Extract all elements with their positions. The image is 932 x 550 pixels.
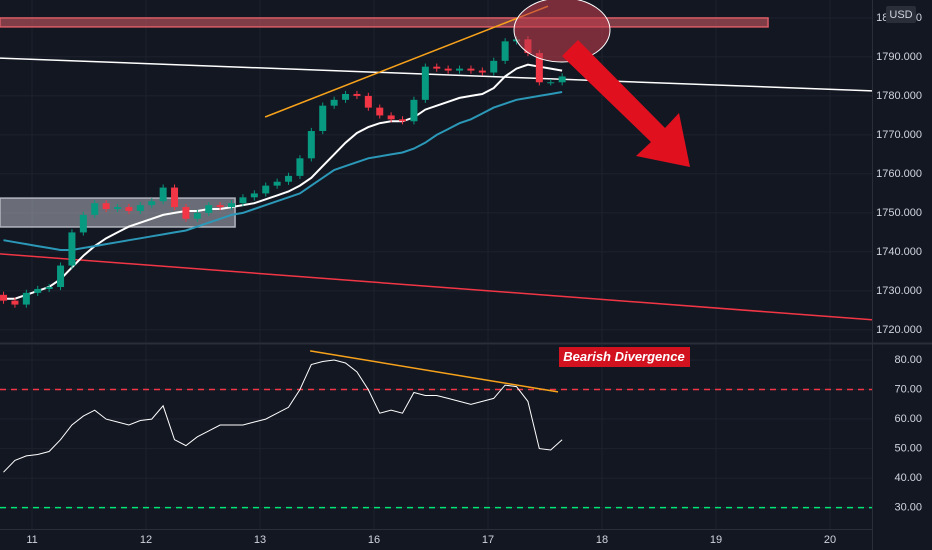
zone — [0, 197, 236, 228]
trend-line — [0, 253, 873, 321]
candle-body — [239, 197, 247, 204]
candle-body — [558, 76, 566, 83]
candle-body — [296, 158, 304, 176]
y-tick-label: 1790.000 — [876, 51, 922, 63]
candle-body — [34, 288, 42, 293]
candle-body — [387, 115, 395, 120]
candle-body — [68, 232, 76, 266]
candle-body — [456, 68, 464, 71]
x-tick-label: 19 — [710, 534, 722, 546]
y-tick-label: 1750.000 — [876, 207, 922, 219]
y-tick-label: 1740.000 — [876, 246, 922, 258]
x-tick-label: 16 — [368, 534, 380, 546]
candle-body — [307, 131, 315, 159]
candle-body — [433, 66, 441, 69]
x-tick-label: 18 — [596, 534, 608, 546]
y-tick-label: 70.00 — [894, 383, 922, 395]
trend-line — [309, 350, 559, 393]
y-tick-label: 1720.000 — [876, 324, 922, 336]
candle-body — [501, 41, 509, 61]
candle-body — [205, 205, 213, 213]
candle-body — [45, 287, 53, 289]
candle-body — [250, 193, 258, 198]
candle-body — [91, 203, 99, 215]
candle-body — [273, 181, 281, 186]
candle-body — [467, 68, 475, 71]
panes — [0, 0, 873, 529]
zone — [0, 17, 769, 28]
candle-body — [319, 105, 327, 132]
candle-body — [11, 300, 19, 305]
candle-body — [478, 70, 486, 73]
candle-body — [136, 205, 144, 211]
candle-body — [547, 82, 555, 84]
x-tick-label: 12 — [140, 534, 152, 546]
candle-body — [490, 60, 498, 73]
y-tick-label: 30.00 — [894, 501, 922, 513]
candle-body — [148, 201, 156, 206]
y-tick-label: 1730.000 — [876, 285, 922, 297]
trend-line — [0, 57, 873, 92]
currency-label: USD — [889, 9, 912, 21]
candle-body — [125, 207, 133, 211]
trend-line — [264, 5, 549, 118]
y-tick-label: 80.00 — [894, 354, 922, 366]
candle-body — [330, 99, 338, 106]
annotation-box — [559, 347, 690, 367]
x-tick-label: 20 — [824, 534, 836, 546]
rsi-line — [3, 359, 563, 473]
candle-body — [444, 68, 452, 71]
candle-body — [102, 203, 110, 210]
candle-body — [228, 203, 236, 208]
candle-body — [57, 265, 65, 288]
candle-body — [79, 214, 87, 233]
highlight-ellipse — [513, 0, 611, 63]
candle-body — [114, 207, 122, 210]
y-tick-label: 1760.000 — [876, 168, 922, 180]
moving-average — [3, 91, 563, 251]
x-tick-label: 17 — [482, 534, 494, 546]
candle-body — [376, 107, 384, 116]
candle-body — [364, 95, 372, 108]
candle-body — [0, 294, 8, 301]
x-tick-label: 13 — [254, 534, 266, 546]
candle-body — [342, 93, 350, 100]
down-arrow — [562, 40, 690, 167]
candle-body — [410, 99, 418, 122]
candle-body — [159, 187, 167, 202]
currency-badge — [886, 6, 916, 23]
candle-body — [22, 292, 30, 305]
y-tick-label: 60.00 — [894, 413, 922, 425]
candle-body — [399, 119, 407, 122]
candle-body — [262, 185, 270, 194]
candle-body — [285, 175, 293, 182]
candle-body — [216, 205, 224, 208]
candle-body — [421, 66, 429, 100]
y-tick-label: 1770.000 — [876, 129, 922, 141]
candle-body — [535, 53, 543, 83]
annotation: Bearish Divergence — [563, 349, 684, 364]
candle-body — [353, 93, 361, 96]
candle-body — [171, 187, 179, 208]
candle-body — [182, 207, 190, 219]
y-tick-label: 40.00 — [894, 472, 922, 484]
candle-body — [193, 212, 201, 219]
x-tick-label: 11 — [26, 534, 37, 546]
y-tick-label: 50.00 — [894, 442, 922, 454]
y-tick-label: 1780.000 — [876, 90, 922, 102]
